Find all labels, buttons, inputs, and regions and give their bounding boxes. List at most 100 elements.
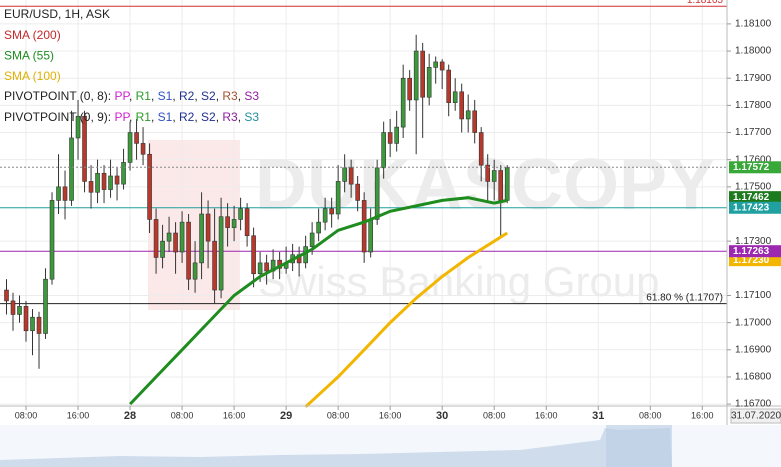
candle-body xyxy=(62,186,68,201)
candle-body xyxy=(387,132,393,144)
candle-body xyxy=(179,221,185,253)
candle-body xyxy=(400,77,406,128)
candle-body xyxy=(465,110,471,120)
candle-body xyxy=(127,132,133,163)
legend-item: SMA (55) xyxy=(4,49,54,63)
candle-body xyxy=(56,186,61,201)
candle-body xyxy=(394,126,399,144)
pivot-part: R1 xyxy=(136,110,152,124)
candle-body xyxy=(381,132,386,169)
candle-body xyxy=(426,67,432,98)
pivot-separator: , xyxy=(238,110,245,124)
candle-body xyxy=(173,232,178,253)
level-label: 1.18165 xyxy=(687,0,724,6)
pivot-part: S2 xyxy=(201,110,216,124)
candle-body xyxy=(160,240,165,258)
x-tick-label: 16:00 xyxy=(691,410,714,420)
y-tick-label: 1.16900 xyxy=(735,344,772,355)
y-tick-label: 1.17800 xyxy=(735,100,772,111)
legend-pivot: PIVOTPOINT (0, 9): PP, R1, S1, R2, S2, R… xyxy=(4,110,259,124)
pivot-separator: , xyxy=(151,110,158,124)
x-tick-label: 31 xyxy=(592,410,604,422)
candle-body xyxy=(225,216,230,228)
pivot-part: S1 xyxy=(158,110,173,124)
candle-body xyxy=(212,240,217,291)
pivot-part: PP xyxy=(114,110,130,124)
pivot-part: S3 xyxy=(244,110,259,124)
candle-body xyxy=(4,289,9,302)
x-tick-label: 08:00 xyxy=(639,410,662,420)
pivot-part: S2 xyxy=(201,89,216,103)
price-box xyxy=(729,201,781,214)
candle-body xyxy=(30,316,35,332)
level-label: 61.80 % (1.1707) xyxy=(646,292,723,303)
navigator-window xyxy=(606,425,672,467)
candle-body xyxy=(166,232,172,242)
candle-body xyxy=(147,153,152,220)
y-tick-label: 1.18100 xyxy=(735,19,772,30)
y-tick-label: 1.18000 xyxy=(735,46,772,57)
y-tick-label: 1.16700 xyxy=(735,399,772,410)
x-tick-label: 30 xyxy=(436,410,448,422)
pivot-separator: , xyxy=(172,110,179,124)
pivot-prefix: PIVOTPOINT (0, 8): xyxy=(4,89,114,103)
y-tick-label: 1.17900 xyxy=(735,73,772,84)
candle-body xyxy=(43,278,48,334)
candle-body xyxy=(36,316,42,334)
candle-body xyxy=(140,143,146,155)
pivot-separator: , xyxy=(172,89,179,103)
price-box xyxy=(729,245,781,258)
candle-body xyxy=(335,181,341,215)
candle-body xyxy=(75,115,81,139)
candle-body xyxy=(49,200,55,280)
candle-body xyxy=(374,167,380,220)
candle-body xyxy=(10,300,16,315)
candle-body xyxy=(498,170,504,201)
price-box-label: 1.17423 xyxy=(733,202,770,213)
candle-body xyxy=(446,69,451,103)
x-tick-label: 16:00 xyxy=(535,410,558,420)
x-tick-label: 08:00 xyxy=(327,410,350,420)
pivot-part: S3 xyxy=(244,89,259,103)
legend-pivot: PIVOTPOINT (0, 8): PP, R1, S1, R2, S2, R… xyxy=(4,89,259,103)
price-box-label: 1.17263 xyxy=(733,246,770,257)
price-box-label: 1.17462 xyxy=(733,192,770,203)
candle-body xyxy=(316,221,321,234)
candle-body xyxy=(218,216,224,291)
x-tick-label: 29 xyxy=(280,410,292,422)
candle-body xyxy=(420,50,425,98)
candle-body xyxy=(82,115,87,182)
legend-item: SMA (100) xyxy=(4,69,61,83)
pivot-separator: , xyxy=(238,89,245,103)
pivot-part: R3 xyxy=(222,110,238,124)
x-tick-label: 16:00 xyxy=(223,410,246,420)
watermark-logo xyxy=(148,140,240,310)
candle-body xyxy=(108,175,113,190)
y-tick-label: 1.17600 xyxy=(735,154,772,165)
legend-title: EUR/USD, 1H, ASK xyxy=(4,7,110,21)
price-box xyxy=(729,161,781,174)
pivot-part: R2 xyxy=(179,110,195,124)
legend-item: SMA (200) xyxy=(4,28,61,42)
candle-body xyxy=(17,306,22,315)
candle-body xyxy=(504,167,510,201)
y-tick-label: 1.17500 xyxy=(735,181,772,192)
candle-body xyxy=(472,110,477,133)
sma-line xyxy=(129,196,508,406)
candle-body xyxy=(439,61,445,71)
pivot-separator: , xyxy=(129,89,136,103)
x-tick-label: 08:00 xyxy=(15,410,38,420)
pivot-separator: , xyxy=(194,110,201,124)
y-tick-label: 1.17100 xyxy=(735,290,772,301)
y-tick-label: 1.17000 xyxy=(735,317,772,328)
pivot-part: R3 xyxy=(222,89,238,103)
y-tick-label: 1.16800 xyxy=(735,372,772,383)
candle-body xyxy=(361,200,367,253)
candle-body xyxy=(69,137,74,201)
candle-body xyxy=(121,162,126,185)
candle-body xyxy=(114,175,120,185)
x-tick-label: 16:00 xyxy=(67,410,90,420)
candle-body xyxy=(433,61,438,68)
plot: 1.18165 61.80 % (1.1707) xyxy=(0,0,727,408)
